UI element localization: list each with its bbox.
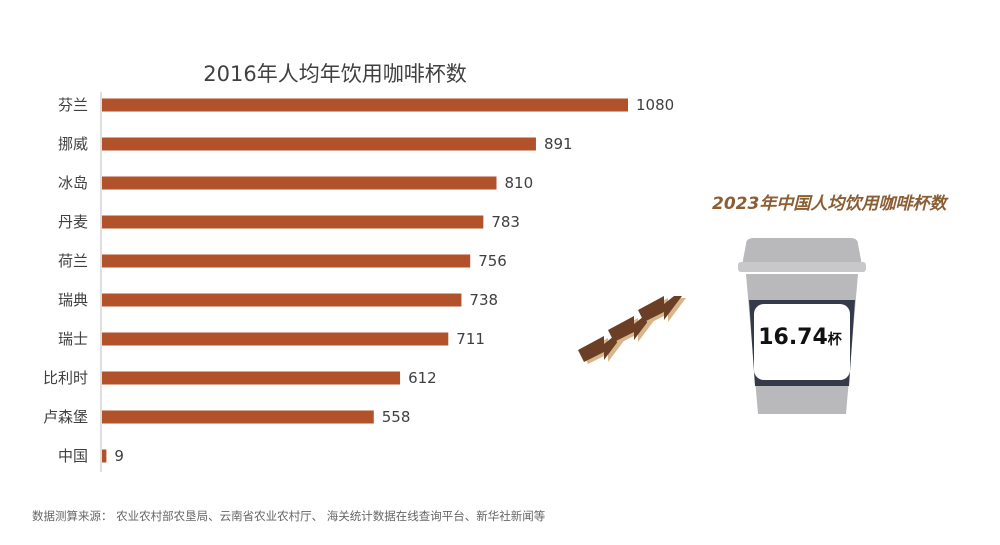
category-label: 中国 — [58, 447, 88, 465]
value-label: 711 — [456, 330, 485, 348]
bar — [102, 410, 374, 424]
value-label: 9 — [114, 447, 124, 465]
chevron-arrow-3 — [638, 296, 686, 324]
cup-value-unit: 杯 — [827, 332, 842, 348]
cup-lid-rim — [738, 262, 866, 272]
bar — [102, 371, 401, 385]
bar-chart: 芬兰 1080 挪威 891 冰岛 810 丹麦 783 荷兰 756 瑞典 738 瑞士 711 比利时 6… — [43, 92, 674, 472]
bar — [102, 98, 628, 112]
value-label: 612 — [408, 369, 437, 387]
chevron-arrow-1 — [578, 336, 626, 364]
category-label: 卢森堡 — [43, 408, 88, 426]
category-label: 比利时 — [43, 369, 88, 387]
cup-label — [754, 304, 850, 380]
category-label: 丹麦 — [58, 213, 88, 231]
bar — [102, 254, 471, 268]
category-label: 挪威 — [58, 135, 88, 153]
value-label: 756 — [478, 252, 507, 270]
callout-title: 2023年中国人均饮用咖啡杯数 — [712, 194, 947, 214]
bar — [102, 449, 107, 463]
category-label: 荷兰 — [58, 252, 88, 270]
value-label: 738 — [469, 291, 498, 309]
cup-value-number: 16.74 — [758, 325, 828, 350]
category-label: 瑞士 — [58, 330, 88, 348]
category-label: 芬兰 — [58, 96, 88, 114]
bar — [102, 176, 497, 190]
chevron-arrows-icon — [578, 296, 686, 364]
value-label: 891 — [544, 135, 573, 153]
value-label: 783 — [491, 213, 520, 231]
chart-title: 2016年人均年饮用咖啡杯数 — [203, 62, 467, 86]
data-source-note: 数据测算来源： 农业农村部农垦局、云南省农业农村厅、 海关统计数据在线查询平台、… — [32, 509, 546, 523]
bar — [102, 293, 462, 307]
value-label: 810 — [505, 174, 534, 192]
value-label: 558 — [382, 408, 411, 426]
bars-layer: 芬兰 1080 挪威 891 冰岛 810 丹麦 783 荷兰 756 瑞典 738 瑞士 711 比利时 6… — [43, 96, 674, 465]
cup-value: 16.74杯 — [756, 325, 844, 350]
chevron-arrow-2 — [608, 316, 656, 344]
cup-lid — [742, 238, 862, 268]
value-label: 1080 — [636, 96, 674, 114]
category-label: 冰岛 — [58, 174, 88, 192]
coffee-cup-icon — [738, 238, 866, 414]
category-label: 瑞典 — [58, 291, 88, 309]
bar — [102, 137, 536, 151]
bar — [102, 215, 484, 229]
bar — [102, 332, 449, 346]
